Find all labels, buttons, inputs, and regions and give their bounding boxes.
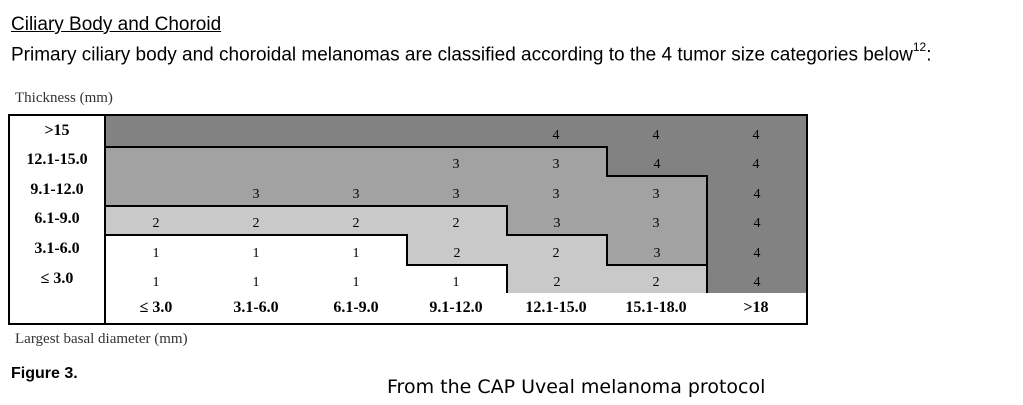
category-cell: 3 — [306, 175, 406, 205]
category-cell: 3 — [606, 234, 706, 264]
row-label: ≤ 3.0 — [10, 263, 106, 294]
category-cell: 3 — [506, 204, 606, 235]
intro-text: Primary ciliary body and choroidal melan… — [11, 38, 932, 66]
category-cell: 2 — [306, 204, 406, 235]
category-cell — [206, 145, 306, 176]
category-cell: 2 — [106, 204, 206, 235]
category-cell: 3 — [506, 175, 606, 205]
category-cell — [106, 116, 206, 146]
category-cell: 4 — [606, 116, 706, 146]
category-cell: 3 — [406, 175, 506, 205]
category-cell — [306, 116, 406, 146]
category-cell: 1 — [406, 263, 506, 294]
category-cell: 1 — [106, 263, 206, 294]
category-cell: 2 — [506, 234, 606, 264]
category-cell — [406, 116, 506, 146]
category-cell: 3 — [206, 175, 306, 205]
figure-label: Figure 3. — [11, 365, 78, 382]
category-cell: 1 — [106, 234, 206, 264]
category-cell: 2 — [506, 263, 606, 294]
column-label: 12.1-15.0 — [506, 293, 606, 323]
row-label: >15 — [10, 116, 106, 146]
category-cell: 4 — [706, 145, 806, 176]
category-cell: 4 — [506, 116, 606, 146]
category-cell: 4 — [706, 204, 806, 235]
row-label: 9.1-12.0 — [10, 175, 106, 205]
category-cell: 1 — [306, 263, 406, 294]
category-cell: 2 — [406, 204, 506, 235]
category-cell: 4 — [706, 234, 806, 264]
corner-cell — [10, 293, 106, 323]
intro-end: : — [926, 44, 932, 66]
category-cell: 2 — [406, 234, 506, 264]
category-cell: 4 — [706, 116, 806, 146]
category-cell: 2 — [206, 204, 306, 235]
category-cell: 1 — [206, 263, 306, 294]
category-cell — [106, 145, 206, 176]
column-label: ≤ 3.0 — [106, 293, 206, 323]
category-cell: 3 — [406, 145, 506, 176]
column-label: 15.1-18.0 — [606, 293, 706, 323]
reference-superscript: 12 — [912, 40, 927, 54]
intro-sentence: Primary ciliary body and choroidal melan… — [11, 44, 913, 66]
category-cell: 4 — [706, 175, 806, 205]
x-axis-title: Largest basal diameter (mm) — [15, 331, 188, 347]
row-label: 12.1-15.0 — [10, 145, 106, 176]
tumor-size-grid: >15 4 4 4 12.1-15.0 3 3 4 4 9.1-12.0 3 3 3 3 3 4 6.1-9.0… — [8, 114, 808, 325]
row-label: 6.1-9.0 — [10, 204, 106, 235]
category-cell: 1 — [206, 234, 306, 264]
category-cell — [206, 116, 306, 146]
category-cell: 3 — [606, 175, 706, 205]
category-cell: 4 — [706, 263, 806, 294]
column-label: >18 — [706, 293, 806, 323]
column-label: 9.1-12.0 — [406, 293, 506, 323]
category-cell — [306, 145, 406, 176]
column-label: 3.1-6.0 — [206, 293, 306, 323]
category-cell — [106, 175, 206, 205]
section-title: Ciliary Body and Choroid — [11, 14, 222, 35]
category-cell: 4 — [606, 145, 706, 176]
category-cell: 2 — [606, 263, 706, 294]
row-label: 3.1-6.0 — [10, 234, 106, 264]
column-label: 6.1-9.0 — [306, 293, 406, 323]
category-cell: 3 — [606, 204, 706, 235]
category-cell: 1 — [306, 234, 406, 264]
source-caption: From the CAP Uveal melanoma protocol — [387, 376, 766, 398]
y-axis-title: Thickness (mm) — [15, 90, 113, 106]
category-cell: 3 — [506, 145, 606, 176]
